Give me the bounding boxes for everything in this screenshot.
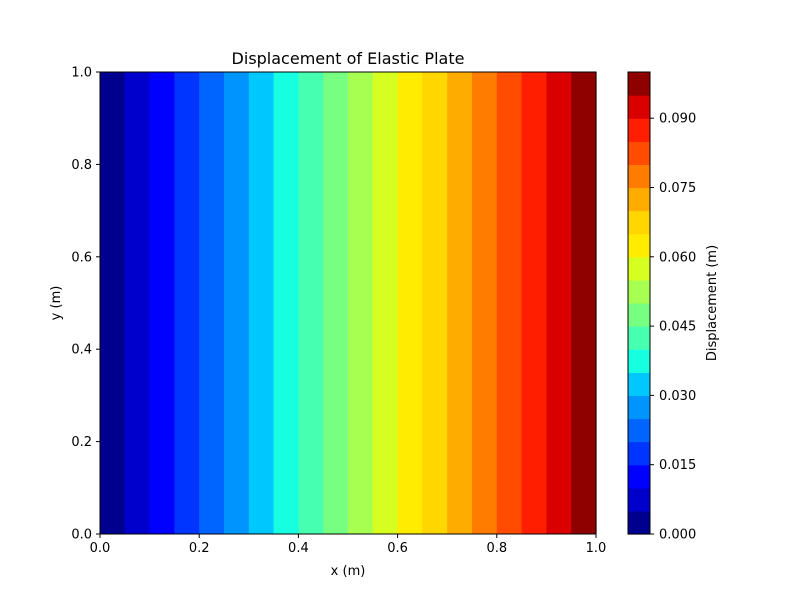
colorbar-tick-label-5: 0.075 (659, 181, 696, 196)
contour-band-17 (521, 72, 547, 534)
contour-band-15 (472, 72, 498, 534)
x-tick-label-3: 0.6 (387, 541, 408, 556)
colorbar-band-13 (628, 210, 650, 235)
colorbar (628, 72, 650, 535)
colorbar-band-2 (628, 464, 650, 489)
x-axis-ticks: 0.0 0.2 0.4 0.6 0.8 1.0 (90, 534, 607, 556)
colorbar-band-15 (628, 164, 650, 189)
colorbar-band-16 (628, 141, 650, 165)
contour-band-18 (546, 72, 572, 534)
colorbar-band-8 (628, 326, 650, 350)
x-axis-label: x (m) (331, 564, 366, 579)
contour-band-11 (372, 72, 399, 534)
colorbar-tick-label-1: 0.015 (659, 458, 696, 473)
contour-band-9 (323, 72, 349, 534)
y-tick-label-0: 0.0 (71, 528, 92, 543)
x-tick-label-1: 0.2 (189, 541, 210, 556)
chart-title: Displacement of Elastic Plate (232, 49, 465, 68)
contour-band-16 (496, 72, 523, 534)
colorbar-tick-label-0: 0.000 (659, 528, 696, 543)
contour-band-19 (571, 72, 597, 534)
contour-band-13 (422, 72, 448, 534)
contour-band-1 (124, 72, 151, 534)
colorbar-band-7 (628, 349, 650, 373)
colorbar-band-0 (628, 510, 650, 535)
colorbar-band-12 (628, 233, 650, 258)
y-axis-ticks: 0.0 0.2 0.4 0.6 0.8 1.0 (71, 66, 100, 543)
x-tick-label-0: 0.0 (90, 541, 111, 556)
x-tick-label-5: 1.0 (586, 541, 607, 556)
colorbar-band-6 (628, 372, 650, 396)
colorbar-frame (627, 71, 651, 535)
contour-band-4 (199, 72, 225, 534)
colorbar-tick-label-2: 0.030 (659, 389, 696, 404)
colorbar-tick-label-4: 0.060 (659, 250, 696, 265)
colorbar-label: Displacement (m) (705, 245, 720, 361)
colorbar-band-5 (628, 395, 650, 420)
y-tick-label-2: 0.4 (71, 343, 92, 358)
contour-band-7 (273, 72, 299, 534)
colorbar-band-17 (628, 118, 650, 142)
colorbar-tick-label-3: 0.045 (659, 320, 696, 335)
x-tick-label-2: 0.4 (288, 541, 309, 556)
colorbar-band-4 (628, 418, 650, 443)
y-axis-label: y (m) (49, 286, 64, 321)
contour-band-2 (149, 72, 175, 534)
x-tick-label-4: 0.8 (486, 541, 507, 556)
contour-band-3 (174, 72, 200, 534)
contour-band-12 (397, 72, 423, 534)
y-tick-label-3: 0.6 (71, 250, 92, 265)
contour-band-5 (224, 72, 250, 534)
y-tick-label-5: 1.0 (71, 66, 92, 81)
plot-frame (99, 71, 597, 535)
colorbar-ticks: 0.000 0.015 0.030 0.045 0.060 0.075 0.090 (650, 112, 696, 543)
contour-band-10 (348, 72, 374, 534)
contour-band-8 (298, 72, 324, 534)
contour-band-14 (447, 72, 473, 534)
colorbar-band-19 (628, 72, 650, 96)
contour-band-0 (100, 72, 126, 534)
colorbar-band-10 (628, 279, 650, 304)
colorbar-band-14 (628, 187, 650, 212)
colorbar-tick-label-6: 0.090 (659, 112, 696, 127)
colorbar-band-9 (628, 303, 650, 327)
contour-bands (100, 72, 597, 534)
y-tick-label-4: 0.8 (71, 158, 92, 173)
colorbar-band-3 (628, 441, 650, 466)
colorbar-band-1 (628, 487, 650, 512)
y-tick-label-1: 0.2 (71, 435, 92, 450)
colorbar-band-11 (628, 256, 650, 281)
colorbar-band-18 (628, 95, 650, 119)
contour-band-6 (248, 72, 275, 534)
